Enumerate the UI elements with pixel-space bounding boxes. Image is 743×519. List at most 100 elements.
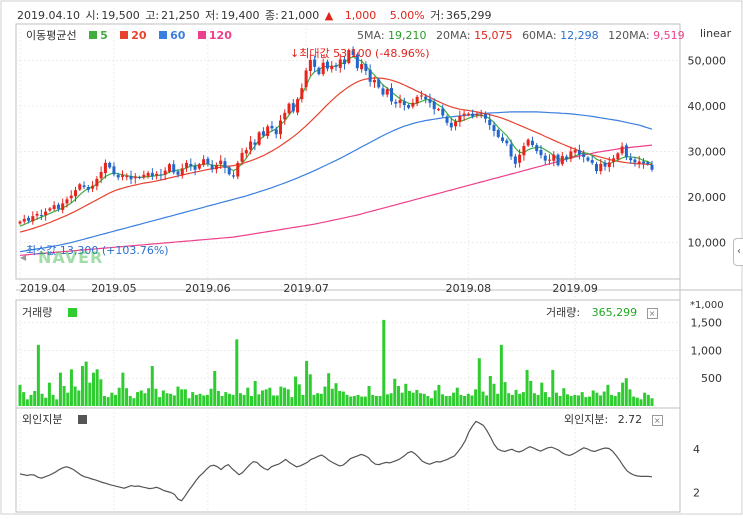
ma120-readout-value: 9,519 <box>653 29 685 42</box>
volume-bar <box>635 397 639 406</box>
moving-average-legend: 이동평균선 5 20 60 120 <box>26 27 232 43</box>
candle-body <box>458 115 462 122</box>
ma20-swatch[interactable] <box>120 31 129 39</box>
volume-bar <box>224 392 228 406</box>
ma5-label[interactable]: 5 <box>100 29 108 42</box>
volume-bar <box>606 384 610 406</box>
volume-bar <box>624 378 628 406</box>
ma120-line <box>19 144 653 256</box>
candle-body <box>159 174 163 176</box>
volume-bar <box>466 393 470 406</box>
volume-swatch[interactable] <box>67 308 77 317</box>
candle-body <box>99 171 103 179</box>
date-axis-tick: 2019.09 <box>552 282 598 295</box>
volume-bar <box>617 392 621 406</box>
volume-bar <box>543 392 547 406</box>
volume-bar <box>66 392 70 406</box>
volume-bar <box>437 384 441 406</box>
volume-bar <box>213 371 217 406</box>
volume-bar <box>525 369 529 406</box>
ma5-swatch[interactable] <box>89 31 98 39</box>
candle-body <box>338 59 342 68</box>
ma-values-readout: 5MA: 19,210 20MA: 15,075 60MA: 12,298 12… <box>357 29 691 42</box>
candle-body <box>407 105 411 108</box>
candle-body <box>257 132 261 145</box>
candle-body <box>599 163 603 172</box>
expand-panel-button[interactable]: ‹ <box>733 238 743 266</box>
candle-body <box>206 158 210 164</box>
volume-bar <box>257 394 261 406</box>
candle-body <box>223 161 227 168</box>
foreign-panel-title: 외인지분 <box>22 411 87 427</box>
candle-body <box>300 88 304 100</box>
volume-bar <box>114 394 118 406</box>
volume-bar <box>485 395 489 406</box>
candle-body <box>368 69 372 82</box>
date-text: 2019.04.10 <box>17 9 80 22</box>
volume-bar <box>419 393 423 406</box>
candle-body <box>180 168 184 176</box>
scroll-left-icon[interactable]: ◀ <box>20 253 27 262</box>
volume-bar <box>194 394 198 406</box>
candle-body <box>283 112 287 120</box>
candle-body <box>108 162 112 168</box>
ma60-readout-label: 60MA: <box>522 29 557 42</box>
candle-body <box>586 157 590 161</box>
ma60-swatch[interactable] <box>159 31 168 39</box>
volume-bar <box>404 383 408 406</box>
volume-bar <box>169 393 173 406</box>
volume-bar <box>154 388 158 406</box>
volume-bar <box>235 339 239 406</box>
candle-body <box>172 164 176 173</box>
volume-bar <box>77 390 81 406</box>
volume-bar <box>356 394 360 406</box>
candle-body <box>334 65 338 67</box>
candle-body <box>44 211 48 216</box>
candle-body <box>616 153 620 160</box>
candle-body <box>577 150 581 155</box>
candle-body <box>129 176 133 180</box>
ma20-label[interactable]: 20 <box>131 29 147 42</box>
volume-bar <box>646 394 650 406</box>
close-icon[interactable]: × <box>646 308 658 319</box>
volume-bar <box>577 395 581 406</box>
volume-bar <box>183 389 187 406</box>
scale-mode-toggle[interactable]: linear <box>700 27 732 40</box>
high-value: 21,250 <box>161 9 200 22</box>
ma60-line <box>19 111 653 253</box>
candle-body <box>594 163 598 172</box>
volume-readout-label: 거래량: <box>546 306 581 319</box>
ma120-swatch[interactable] <box>197 31 206 39</box>
candle-body <box>304 70 308 88</box>
volume-bar <box>106 397 110 406</box>
close-icon[interactable]: × <box>651 415 663 426</box>
volume-bar <box>55 399 59 406</box>
ma120-label[interactable]: 120 <box>208 29 232 42</box>
candle-body <box>86 187 90 190</box>
volume-bar <box>367 386 371 406</box>
ma120-readout-label: 120MA: <box>608 29 650 42</box>
candle-body <box>462 113 466 116</box>
foreign-axis-tick: 4 <box>693 443 700 456</box>
legend-title: 이동평균선 <box>26 29 77 42</box>
volume-bar <box>216 391 220 406</box>
volume-axis-tick: 500 <box>701 372 722 385</box>
ma60-label[interactable]: 60 <box>170 29 186 42</box>
candle-body <box>120 175 124 177</box>
candle-body <box>479 114 483 116</box>
candle-body <box>411 102 415 107</box>
candle-body <box>360 64 364 70</box>
volume-title-text: 거래량 <box>22 306 53 319</box>
candle-body <box>569 151 573 159</box>
ma20-readout-label: 20MA: <box>436 29 471 42</box>
candle-body <box>381 88 385 95</box>
candle-body <box>27 217 31 221</box>
volume-bar <box>569 396 573 406</box>
candle-body <box>436 109 440 111</box>
volume-readout-value: 365,299 <box>591 306 638 319</box>
ma60-readout-value: 12,298 <box>560 29 599 42</box>
candle-body <box>78 184 82 190</box>
foreign-swatch[interactable] <box>77 415 87 424</box>
candle-body <box>163 170 167 175</box>
volume-bar <box>639 399 643 406</box>
